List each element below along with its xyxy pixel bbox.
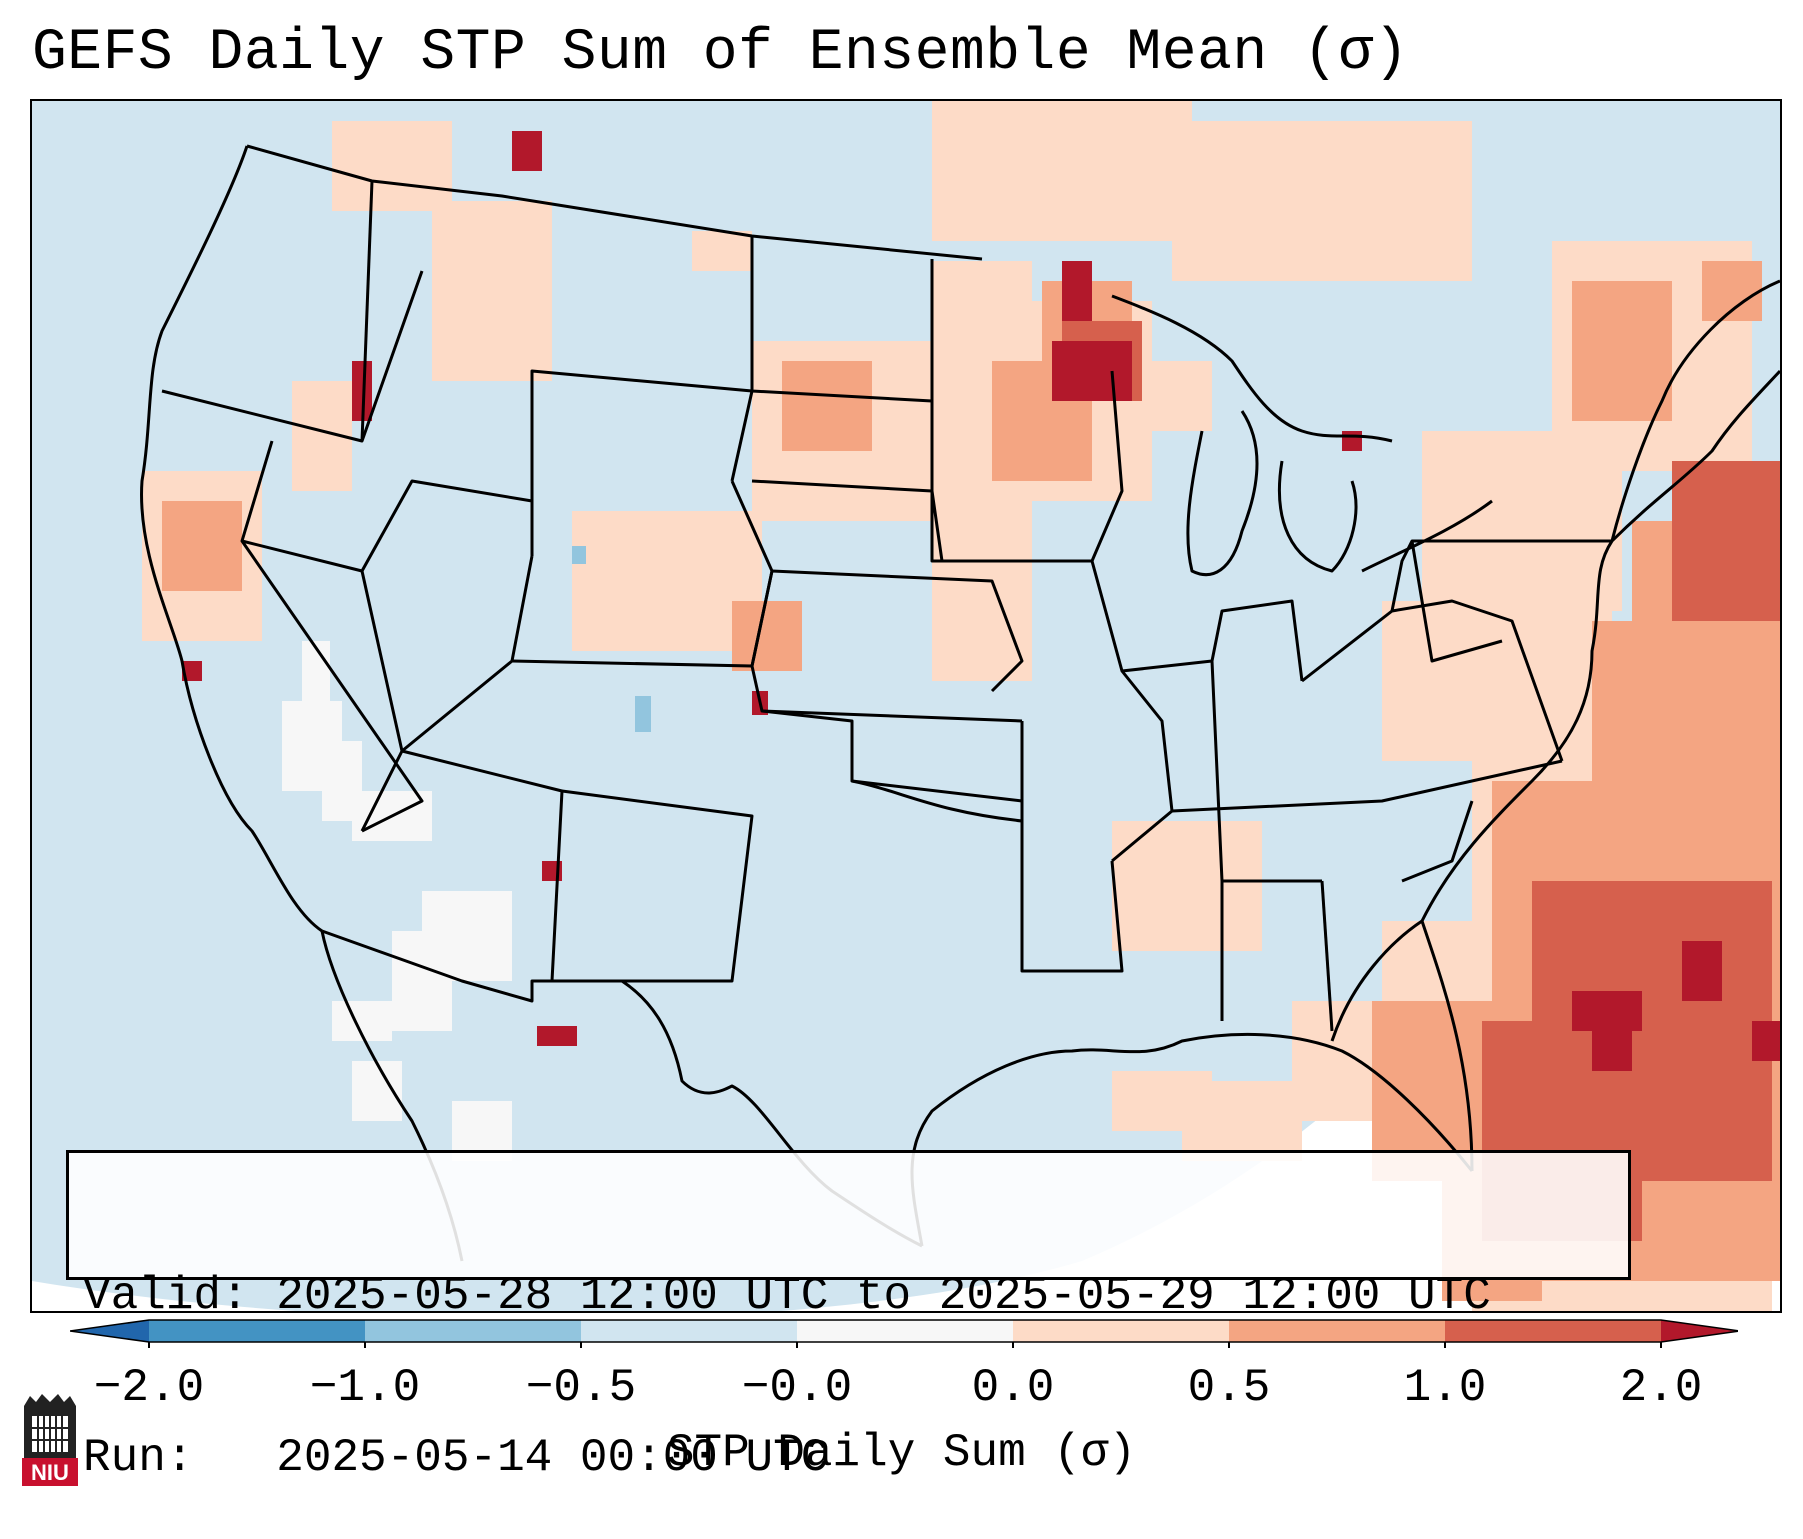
colorbar-under-extend: [70, 1320, 149, 1342]
niu-logo-text: NIU: [31, 1460, 69, 1485]
colorbar-tick-label: −0.0: [741, 1362, 853, 1414]
colorbar-bin: [1013, 1320, 1229, 1342]
colorbar-label: STP Daily Sum (σ): [666, 1427, 1137, 1479]
negative-patches: [572, 546, 651, 732]
chart-title: GEFS Daily STP Sum of Ensemble Mean (σ): [32, 21, 1409, 86]
colorbar-tick-label: −1.0: [309, 1362, 421, 1414]
colorbar-tick-label: 0.5: [1187, 1362, 1271, 1414]
validity-info-box: Valid: 2025-05-28 12:00 UTC to 2025-05-2…: [66, 1150, 1631, 1484]
map-panel: [30, 99, 1782, 1313]
colorbar: [70, 1319, 1738, 1348]
state-borders: [140, 144, 1780, 1262]
colorbar-bin: [365, 1320, 581, 1342]
colorbar-tick-label: −2.0: [93, 1362, 205, 1414]
near-zero-patches: [282, 641, 512, 1161]
extreme-positive-patches: [182, 131, 1780, 1071]
colorbar-bin: [1229, 1320, 1445, 1342]
colorbar-bin: [581, 1320, 797, 1342]
niu-logo: NIU: [22, 1394, 78, 1486]
colorbar-tick-label: 0.0: [971, 1362, 1055, 1414]
colorbar-bin: [1445, 1320, 1661, 1342]
stp-anomaly-map: [32, 101, 1780, 1311]
colorbar-tick-label: 2.0: [1619, 1362, 1703, 1414]
colorbar-bin: [797, 1320, 1013, 1342]
colorbar-over-extend: [1661, 1320, 1738, 1342]
colorbar-tick-label: −0.5: [525, 1362, 637, 1414]
valid-time-line: Valid: 2025-05-28 12:00 UTC to 2025-05-2…: [83, 1270, 1491, 1322]
colorbar-tick-label: 1.0: [1403, 1362, 1487, 1414]
colorbar-bin: [149, 1320, 365, 1342]
run-time-line: Run: 2025-05-14 00:00 UTC: [83, 1432, 829, 1484]
